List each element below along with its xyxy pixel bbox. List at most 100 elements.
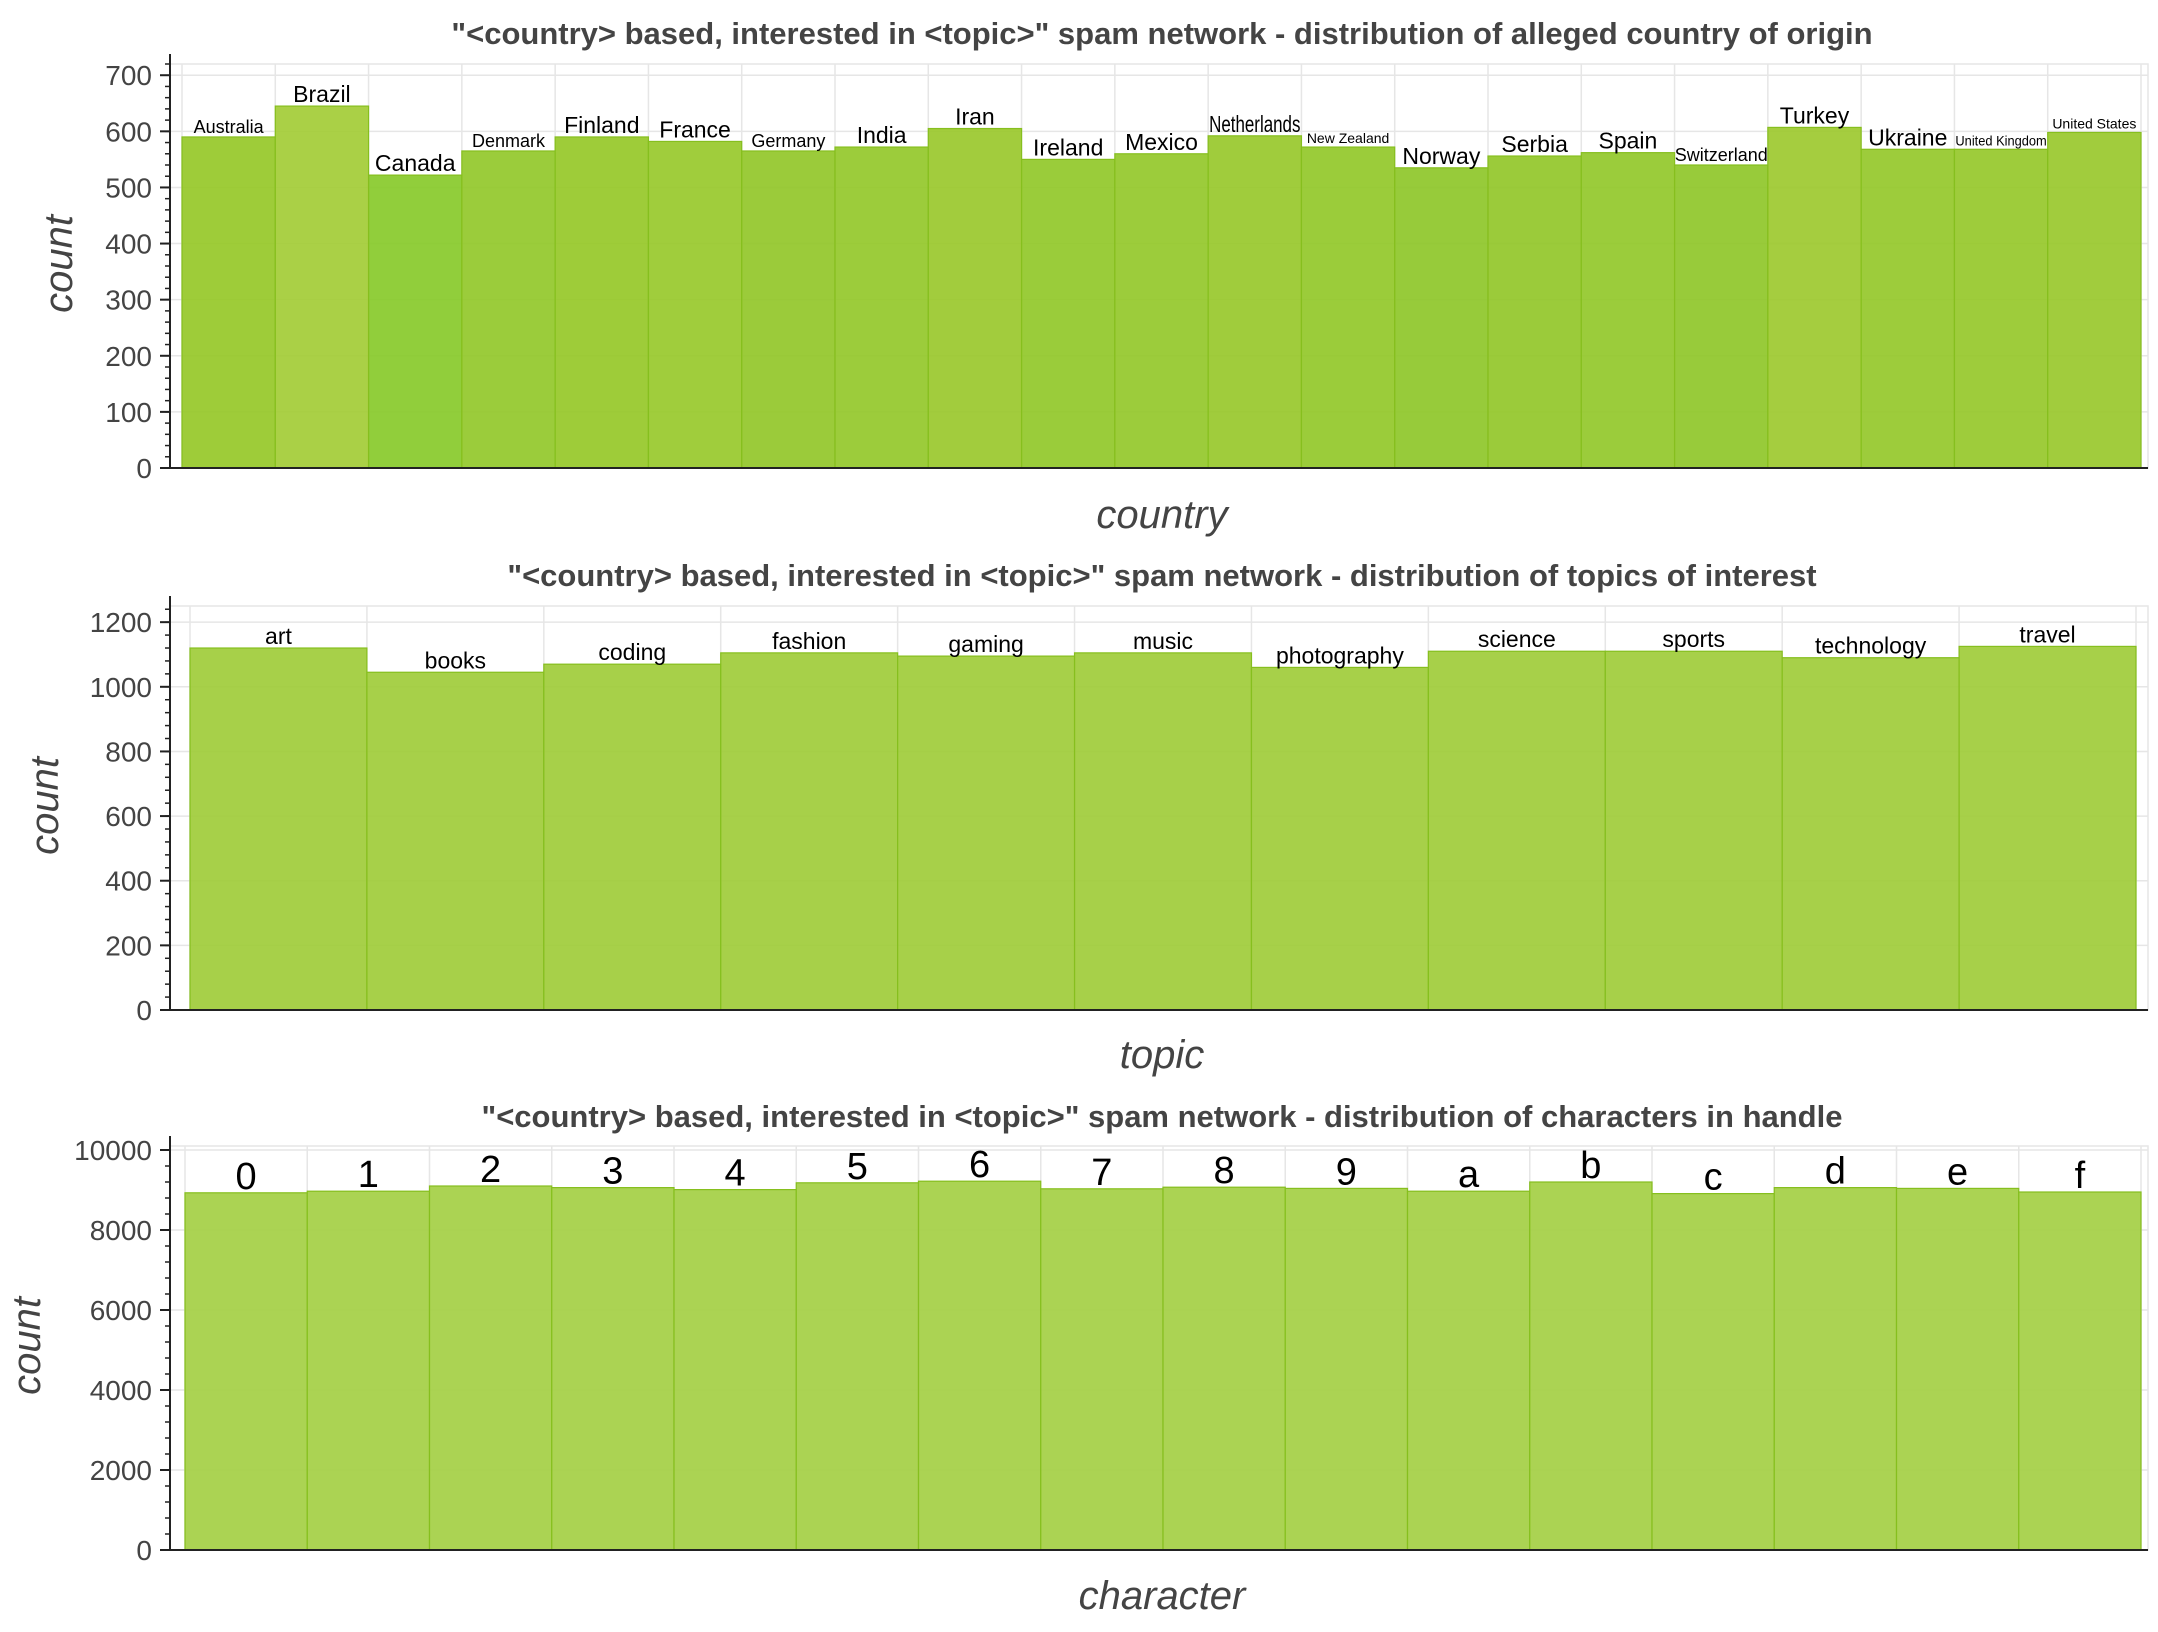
y-axis-label-country: count [37,213,81,313]
y-tick-label: 2000 [90,1455,152,1486]
bar-label-finland: Finland [564,112,639,138]
bar-label-b: b [1580,1145,1601,1187]
y-tick-label: 4000 [90,1375,152,1406]
bar-label-gaming: gaming [948,631,1023,657]
chart-panel-country: "<country> based, interested in <topic>"… [37,16,2149,537]
bar-fashion [720,652,899,1011]
bar-label-brazil: Brazil [293,81,351,107]
bar-turkey [1767,126,1862,469]
bar-c [1651,1192,1775,1551]
bar-netherlands [1207,135,1303,469]
chart-plot-topic: art books coding fashion gaming music photogra… [90,596,2149,1026]
y-tick-label: 600 [105,116,152,147]
bar-germany [741,150,836,469]
bar-finland [554,136,650,469]
bar-1 [306,1190,431,1551]
chart-plot-country: Australia Brazil Canada Denmark Finland Franc… [105,54,2149,484]
bar-serbia [1487,155,1582,469]
y-axis-label-character: count [5,1295,49,1395]
y-tick-label: 0 [136,453,152,484]
x-axis-label-character: character [1079,1574,1247,1618]
bar-switzerland [1673,164,1769,469]
bar-australia [181,136,276,469]
bar-label-4: 4 [725,1153,746,1195]
bar-0 [184,1192,308,1551]
chart-panel-character: "<country> based, interested in <topic>"… [5,1099,2149,1618]
y-tick-label: 400 [105,229,152,260]
bar-a [1406,1190,1531,1551]
bar-india [834,146,929,469]
bar-ireland [1020,158,1116,469]
bar-label-technology: technology [1815,633,1927,659]
bar-united-states [2047,131,2142,469]
bar-label-3: 3 [602,1151,623,1193]
y-tick-label: 500 [105,172,152,203]
bar-label-germany: Germany [751,131,825,151]
y-tick-label: 700 [105,60,152,91]
bar-label-travel: travel [2019,621,2075,647]
bar-label-photography: photography [1276,642,1404,668]
bar-books [366,671,545,1011]
y-tick-label: 200 [105,341,152,372]
bar-label-2: 2 [480,1149,501,1191]
bar-united-kingdom [1953,148,2049,469]
bar-label-australia: Australia [194,117,265,137]
bar-label-7: 7 [1091,1152,1112,1194]
bar-canada [367,174,463,469]
bar-brazil [274,105,370,469]
bar-sports [1604,650,1783,1011]
bar-label-science: science [1478,626,1556,652]
bar-label-serbia: Serbia [1501,131,1568,157]
chart-plot-character: 0 1 2 3 4 5 6 7 8 9 a b c d e f 0 2000 4000 6000 8000 10000 [74,1135,2149,1566]
bar-label-fashion: fashion [772,628,846,654]
bar-label-music: music [1133,628,1193,654]
bar-label-norway: Norway [1402,143,1480,169]
bar-coding [543,663,722,1011]
bar-b [1529,1181,1653,1551]
bar-label-art: art [265,623,292,649]
y-tick-label: 400 [105,866,152,897]
y-tick-label: 1000 [90,672,152,703]
bar-label-books: books [425,647,486,673]
bar-label-iran: Iran [955,104,995,130]
y-tick-label: 0 [136,1535,152,1566]
bar-label-9: 9 [1336,1151,1357,1193]
bar-art [189,647,368,1011]
y-tick-label: 1200 [90,607,152,638]
bar-label-sports: sports [1662,626,1725,652]
bar-label-a: a [1458,1154,1480,1196]
bar-e [1895,1187,2020,1551]
bar-label-8: 8 [1214,1150,1235,1192]
y-tick-label: 600 [105,801,152,832]
chart-title-country: "<country> based, interested in <topic>"… [451,16,1872,51]
y-tick-label: 200 [105,930,152,961]
bar-label-new-zealand: New Zealand [1307,130,1390,146]
bar-label-e: e [1947,1151,1968,1193]
bar-france [647,140,743,469]
bar-label-d: d [1825,1151,1846,1193]
bar-label-denmark: Denmark [472,131,546,151]
bar-5 [795,1182,920,1551]
bar-label-united-states: United States [2052,115,2136,131]
bar-photography [1250,666,1429,1011]
y-tick-label: 300 [105,285,152,316]
bar-label-5: 5 [847,1146,868,1188]
bar-label-india: India [857,122,907,148]
bar-music [1073,652,1253,1011]
bar-6 [917,1180,1042,1551]
bar-technology [1781,657,1960,1011]
bar-label-france: France [659,116,731,142]
bar-travel [1958,645,2137,1011]
bar-4 [673,1188,797,1551]
y-tick-label: 8000 [90,1215,152,1246]
y-tick-label: 100 [105,397,152,428]
bar-iran [927,127,1023,469]
y-tick-label: 800 [105,736,152,767]
chart-panel-topic: "<country> based, interested in <topic>"… [23,558,2149,1077]
bar-label-switzerland: Switzerland [1675,145,1768,165]
bar-ukraine [1860,148,1956,469]
bar-science [1427,650,1606,1011]
bar-7 [1040,1188,1164,1551]
x-axis-label-topic: topic [1120,1033,1205,1077]
